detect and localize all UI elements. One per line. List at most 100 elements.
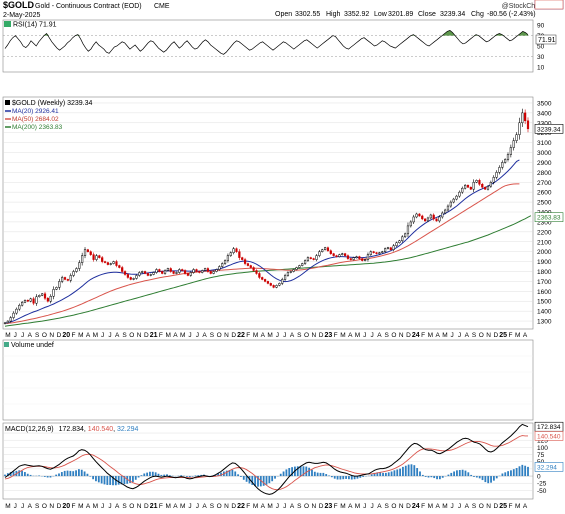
macd-histogram-bar: [120, 476, 123, 485]
macd-histogram-bar: [433, 476, 436, 479]
low-label: Low: [374, 11, 388, 18]
time-axis-label: D: [144, 332, 149, 339]
price-tick-label: 2100: [537, 239, 552, 246]
candle-body: [338, 254, 341, 257]
time-axis-label-bottom: D: [319, 503, 324, 510]
candle-body: [118, 265, 121, 268]
macd-histogram-bar: [325, 474, 328, 477]
price-tick-label: 2500: [537, 200, 552, 207]
time-axis-label-bottom: F: [421, 503, 425, 510]
candle-body: [341, 253, 344, 255]
time-axis-label: A: [202, 332, 207, 339]
time-axis-label-bottom: A: [261, 503, 266, 510]
macd-histogram-bar: [461, 469, 464, 477]
candle-body: [455, 195, 458, 200]
macd-legend-value: 172.834: [59, 426, 84, 433]
macd-histogram-bar: [21, 470, 23, 477]
macd-tag-label: 140.540: [537, 433, 561, 440]
macd-histogram-bar: [407, 464, 410, 477]
candle-body: [375, 252, 378, 254]
time-axis-label-bottom: F: [508, 503, 512, 510]
time-axis-label-bottom: N: [49, 503, 54, 510]
candle-body: [52, 289, 55, 297]
candle-body: [349, 258, 352, 260]
macd-histogram-bar: [393, 470, 396, 477]
candle-body: [198, 271, 201, 273]
macd-histogram-bar: [83, 471, 86, 477]
candle-body: [55, 287, 58, 290]
time-axis-label: F: [421, 332, 425, 339]
candle-body: [169, 268, 172, 272]
macd-histogram-bar: [464, 470, 467, 477]
candle-body: [378, 252, 381, 254]
macd-histogram-bar: [356, 476, 359, 479]
time-axis-label: 22: [237, 332, 245, 339]
time-axis-label: M: [78, 332, 83, 339]
macd-histogram-bar: [197, 475, 200, 477]
macd-histogram-bar: [316, 472, 319, 477]
macd-histogram-bar: [481, 476, 484, 481]
time-axis-label: 25: [499, 332, 507, 339]
time-axis-label: A: [348, 332, 353, 339]
macd-frame: [2, 422, 534, 500]
time-axis-label-bottom: O: [42, 503, 47, 510]
candle-body: [138, 272, 141, 276]
price-tick-label: 2000: [537, 249, 552, 256]
price-legend-swatch: [5, 100, 10, 105]
candle-body: [212, 271, 215, 274]
macd-histogram-bar: [86, 473, 89, 477]
candle-body: [126, 274, 129, 278]
macd-histogram-bar: [234, 471, 237, 477]
candle-body: [115, 261, 118, 266]
volume-panel: Volume undef: [2, 339, 534, 421]
candle-body: [61, 277, 64, 282]
candle-body: [163, 270, 167, 274]
macd-legend-sep1: ,: [84, 426, 88, 433]
macd-histogram-bar: [308, 467, 311, 477]
time-axis-label: J: [363, 332, 366, 339]
candle-body: [75, 268, 78, 272]
price-tick-label: 1900: [537, 259, 552, 266]
candle-body: [3, 322, 7, 324]
macd-histogram-bar: [441, 476, 444, 478]
candle-body: [195, 269, 198, 272]
candle-body: [446, 205, 450, 211]
time-axis-label-bottom: J: [283, 503, 286, 510]
price-tick-label: 1700: [537, 279, 552, 286]
macd-histogram-bar: [478, 476, 481, 479]
macd-histogram-bar: [140, 475, 143, 477]
candle-body: [209, 271, 212, 274]
candle-body: [29, 298, 32, 302]
macd-histogram-bar: [242, 476, 245, 480]
time-axis-label: M: [180, 332, 185, 339]
candle-body: [472, 182, 475, 190]
time-axis-label: M: [428, 332, 433, 339]
time-axis-label: J: [101, 332, 104, 339]
macd-histogram-bar: [46, 476, 49, 478]
macd-histogram-bar: [524, 465, 527, 477]
candle-body: [181, 269, 184, 271]
candle-body: [258, 273, 261, 278]
candle-body: [369, 251, 372, 255]
rsi-line: [4, 30, 529, 55]
macd-histogram-bar: [339, 476, 342, 480]
candle-body: [129, 277, 132, 280]
candle-body: [466, 184, 470, 188]
macd-histogram-bar: [123, 476, 126, 485]
candle-body: [452, 198, 455, 203]
ma20-legend: MA(20) 2926.41: [12, 108, 59, 115]
time-axis-label-bottom: S: [35, 503, 40, 510]
time-axis-label: O: [129, 332, 134, 339]
candle-body: [152, 272, 155, 275]
macd-histogram-bar: [157, 473, 160, 477]
candle-body: [123, 271, 127, 275]
candle-body: [121, 267, 124, 272]
macd-histogram-bar: [475, 476, 478, 478]
time-axis-label: M: [355, 332, 360, 339]
price-tag-box: [534, 124, 564, 134]
candle-body: [235, 248, 238, 252]
candle-body: [175, 272, 178, 274]
macd-histogram-bar: [447, 474, 450, 477]
time-axis-label: S: [210, 332, 215, 339]
macd-histogram-bar: [382, 472, 384, 477]
